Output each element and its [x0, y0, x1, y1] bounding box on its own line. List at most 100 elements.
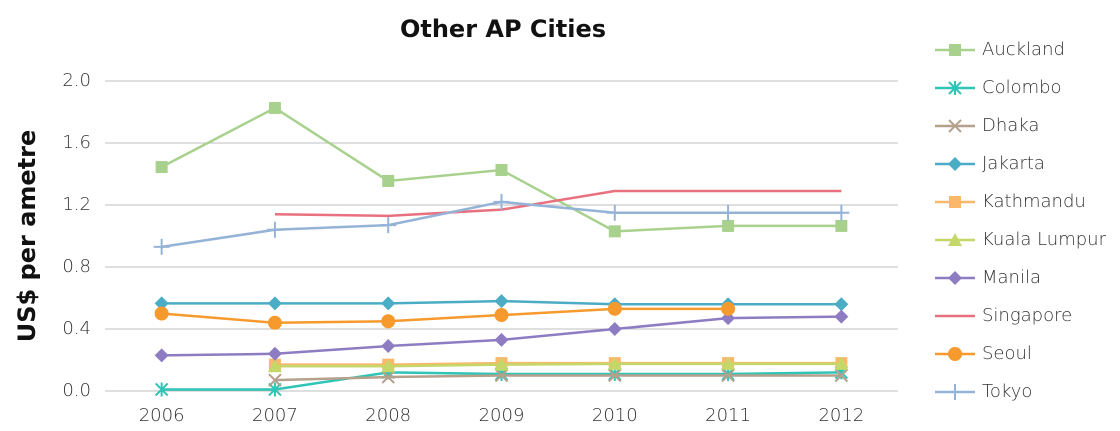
data-point: [381, 296, 396, 311]
data-point: [608, 368, 622, 383]
data-point: [721, 301, 736, 316]
marker-shape: [154, 382, 169, 397]
data-point: [268, 101, 281, 114]
legend-item: Manila: [935, 267, 1041, 288]
data-point: [607, 356, 622, 370]
data-point: [267, 359, 282, 373]
data-point: [608, 225, 621, 238]
marker-shape: [607, 356, 622, 370]
x-tick-label: 2006: [139, 405, 185, 426]
marker-shape: [495, 163, 508, 176]
marker-shape: [947, 384, 963, 400]
marker-shape: [381, 296, 396, 311]
marker-shape: [268, 373, 282, 387]
marker-shape: [948, 81, 962, 95]
legend-item: Auckland: [935, 39, 1065, 60]
marker-shape: [153, 238, 170, 255]
marker-shape: [948, 157, 962, 171]
marker-shape: [494, 368, 509, 383]
marker-shape: [835, 219, 848, 232]
legend-item: Kuala Lumpur: [935, 229, 1107, 250]
legend-label: Dhaka: [982, 115, 1039, 136]
x-tick-label: 2007: [252, 405, 298, 426]
data-point: [154, 306, 169, 321]
marker-shape: [267, 359, 282, 373]
data-point: [834, 309, 849, 324]
legend-item: Colombo: [935, 77, 1062, 98]
series-line: [274, 374, 842, 382]
marker-shape: [834, 297, 849, 312]
legend-label: Auckland: [982, 39, 1065, 60]
marker-shape: [494, 308, 509, 323]
marker-shape: [722, 219, 735, 232]
data-point: [154, 382, 169, 397]
marker-shape: [608, 225, 621, 238]
marker-shape: [834, 356, 849, 370]
data-point: [606, 204, 623, 221]
legend-label: Seoul: [982, 343, 1032, 364]
data-point: [722, 219, 735, 232]
marker-shape: [381, 314, 396, 329]
marker-shape: [607, 301, 622, 316]
data-point: [721, 368, 735, 383]
marker-shape: [493, 193, 510, 210]
marker-shape: [268, 101, 281, 114]
data-point: [607, 301, 622, 316]
marker-shape: [834, 309, 849, 324]
y-tick-label: 2.0: [62, 70, 91, 91]
legend-item: Jakarta: [935, 153, 1045, 174]
data-point: [834, 368, 849, 383]
data-point: [267, 346, 282, 361]
data-point: [494, 332, 509, 347]
data-point: [380, 217, 397, 234]
marker-shape: [494, 294, 509, 309]
legend-item: Kathmandu: [935, 191, 1086, 212]
data-point: [267, 296, 282, 311]
legend-label: Kathmandu: [982, 191, 1086, 212]
data-point: [268, 373, 282, 387]
data-point: [155, 161, 168, 174]
marker-shape: [154, 348, 169, 363]
marker-shape: [948, 347, 962, 361]
marker-shape: [948, 233, 962, 246]
marker-shape: [382, 174, 395, 187]
marker-shape: [949, 44, 961, 56]
data-point: [493, 193, 510, 210]
x-tick-label: 2008: [365, 405, 411, 426]
y-tick-label: 1.2: [62, 194, 91, 215]
data-point: [494, 308, 509, 323]
chart-title: Other AP Cities: [400, 15, 606, 43]
marker-shape: [155, 161, 168, 174]
legend-item: Tokyo: [935, 381, 1032, 402]
legend-label: Kuala Lumpur: [982, 229, 1107, 250]
marker-shape: [380, 217, 397, 234]
data-point: [720, 204, 737, 221]
marker-shape: [267, 315, 282, 330]
y-axis-label: US$ per ametre: [13, 130, 41, 343]
data-point: [154, 296, 169, 311]
legend-label: Singapore: [982, 305, 1072, 326]
legend-label: Tokyo: [982, 381, 1032, 402]
data-point: [607, 322, 622, 336]
data-point: [494, 294, 509, 309]
legend-item: Dhaka: [935, 115, 1039, 136]
data-point: [834, 356, 849, 370]
data-point: [495, 163, 508, 176]
marker-shape: [494, 332, 509, 347]
marker-shape: [949, 196, 961, 208]
data-point: [494, 368, 509, 383]
marker-shape: [381, 339, 396, 354]
marker-shape: [381, 359, 396, 373]
marker-shape: [154, 306, 169, 321]
marker-shape: [267, 296, 282, 311]
x-tick-label: 2012: [818, 405, 864, 426]
legend-label: Colombo: [982, 77, 1062, 98]
marker-shape: [381, 370, 395, 384]
data-point: [382, 174, 395, 187]
marker-shape: [608, 368, 622, 383]
legend-label: Jakarta: [982, 153, 1045, 174]
marker-shape: [606, 204, 623, 221]
data-point: [381, 339, 396, 354]
marker-shape: [948, 271, 962, 285]
